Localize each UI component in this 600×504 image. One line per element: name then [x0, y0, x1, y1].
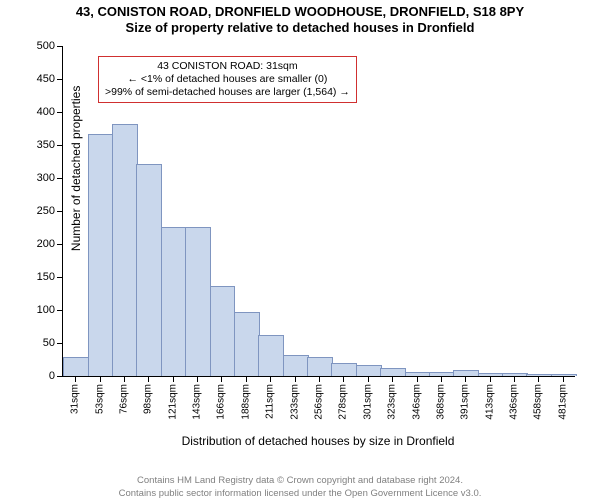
histogram-bar	[112, 124, 138, 376]
x-tick-label: 53sqm	[94, 384, 105, 414]
x-tick-label: 256sqm	[314, 384, 325, 420]
x-tick-label: 368sqm	[435, 384, 446, 420]
histogram-bar	[429, 372, 455, 376]
x-tick-label: 188sqm	[240, 384, 251, 420]
annotation-box: 43 CONISTON ROAD: 31sqm← <1% of detached…	[98, 56, 357, 103]
annotation-line: >99% of semi-detached houses are larger …	[105, 86, 350, 99]
y-tick-label: 450	[37, 73, 55, 85]
histogram-bar	[161, 227, 187, 377]
y-axis-title: Number of detached properties	[69, 86, 83, 251]
y-tick-label: 300	[37, 172, 55, 184]
x-tick-label: 233sqm	[289, 384, 300, 420]
y-tick-label: 50	[43, 337, 55, 349]
x-tick-label: 481sqm	[557, 384, 568, 420]
histogram-bar	[551, 374, 577, 376]
histogram-bar	[234, 312, 260, 376]
x-tick-label: 301sqm	[362, 384, 373, 420]
footer-line1: Contains HM Land Registry data © Crown c…	[0, 475, 600, 487]
x-tick-label: 31sqm	[70, 384, 81, 414]
y-tick-label: 100	[37, 304, 55, 316]
y-tick-label: 200	[37, 238, 55, 250]
x-tick-label: 76sqm	[118, 384, 129, 414]
x-tick-label: 323sqm	[387, 384, 398, 420]
annotation-line: ← <1% of detached houses are smaller (0)	[105, 73, 350, 86]
footer-line2: Contains public sector information licen…	[0, 488, 600, 500]
y-tick-label: 0	[49, 370, 55, 382]
x-tick-label: 143sqm	[192, 384, 203, 420]
x-tick-label: 413sqm	[484, 384, 495, 420]
x-tick-label: 211sqm	[265, 384, 276, 419]
annotation-line: 43 CONISTON ROAD: 31sqm	[105, 60, 350, 73]
histogram-bar	[307, 357, 333, 376]
histogram-bar	[185, 227, 211, 377]
page-title-line1: 43, CONISTON ROAD, DRONFIELD WOODHOUSE, …	[0, 4, 600, 20]
x-tick-label: 278sqm	[338, 384, 349, 420]
x-tick-label: 346sqm	[411, 384, 422, 420]
x-tick-label: 391sqm	[460, 384, 471, 420]
x-tick-label: 458sqm	[533, 384, 544, 420]
x-axis-title: Distribution of detached houses by size …	[62, 434, 574, 448]
x-tick-label: 436sqm	[509, 384, 520, 420]
histogram-bar	[331, 363, 357, 376]
histogram-bar	[380, 368, 406, 376]
x-tick-label: 98sqm	[143, 384, 154, 414]
y-tick-label: 500	[37, 40, 55, 52]
histogram-bar	[356, 365, 382, 376]
histogram-bar	[136, 164, 162, 376]
histogram-bar	[88, 134, 114, 376]
y-tick-label: 350	[37, 139, 55, 151]
x-tick-label: 121sqm	[167, 384, 178, 420]
footer-attribution: Contains HM Land Registry data © Crown c…	[0, 475, 600, 500]
histogram-bar	[478, 373, 504, 376]
x-tick-label: 166sqm	[216, 384, 227, 420]
y-tick-label: 400	[37, 106, 55, 118]
histogram-bar	[283, 355, 309, 376]
histogram-bar	[63, 357, 89, 376]
histogram-bar	[258, 335, 284, 376]
y-tick-label: 250	[37, 205, 55, 217]
page-title-line2: Size of property relative to detached ho…	[0, 20, 600, 36]
histogram-bar	[210, 286, 236, 376]
y-tick-label: 150	[37, 271, 55, 283]
